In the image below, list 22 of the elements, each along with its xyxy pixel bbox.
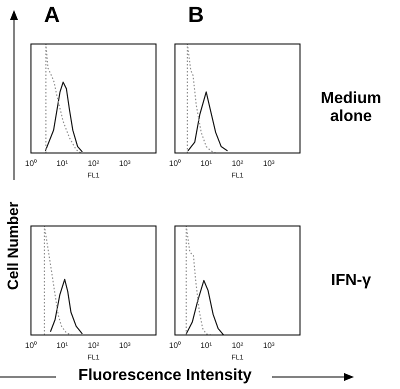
x-tick-label: 10³ xyxy=(262,341,275,350)
x-tick-label: 10² xyxy=(232,159,244,168)
text: IFN-γ xyxy=(330,272,372,290)
y-axis-title: Cell Number xyxy=(5,202,22,290)
text: Fluorescence Intensity xyxy=(77,367,253,385)
x-tick-label: 10³ xyxy=(118,159,131,168)
x-tick-label: 10¹ xyxy=(200,159,212,168)
x-tick-label: 10⁰ xyxy=(168,341,181,350)
x-tick-label: 10¹ xyxy=(56,341,68,350)
x-tick-label: 10⁰ xyxy=(24,341,37,350)
x-tick-label: 10⁰ xyxy=(168,159,181,168)
x-tick-label: 10² xyxy=(88,341,100,350)
chart-title: B xyxy=(188,2,204,28)
x-tick-label: 10¹ xyxy=(56,159,68,168)
text: Medium alone xyxy=(320,90,382,126)
x-tick-label: 10⁰ xyxy=(24,159,37,168)
x-tick-label: 10² xyxy=(88,159,100,168)
x-tick-label: 10³ xyxy=(262,159,275,168)
x-tick-label: 10³ xyxy=(118,341,131,350)
x-tick-label: 10¹ xyxy=(200,341,212,350)
chart-title: A xyxy=(44,2,60,28)
x-tick-label: 10² xyxy=(232,341,244,350)
